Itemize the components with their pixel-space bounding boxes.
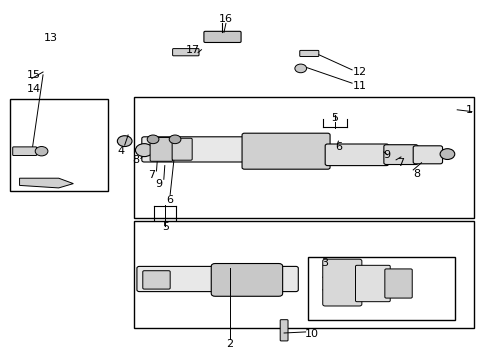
Text: 3: 3 bbox=[321, 258, 328, 268]
Text: 6: 6 bbox=[166, 195, 173, 205]
Text: 10: 10 bbox=[305, 329, 318, 339]
FancyBboxPatch shape bbox=[142, 271, 170, 289]
FancyBboxPatch shape bbox=[172, 49, 199, 56]
FancyBboxPatch shape bbox=[137, 266, 298, 292]
Text: 12: 12 bbox=[352, 67, 366, 77]
FancyBboxPatch shape bbox=[203, 31, 241, 42]
FancyBboxPatch shape bbox=[299, 50, 318, 57]
FancyBboxPatch shape bbox=[355, 265, 389, 302]
FancyBboxPatch shape bbox=[172, 138, 192, 160]
FancyBboxPatch shape bbox=[211, 264, 282, 296]
Text: 9: 9 bbox=[383, 150, 390, 160]
Text: 14: 14 bbox=[27, 84, 41, 94]
Circle shape bbox=[35, 147, 48, 156]
Bar bbox=[10, 99, 107, 191]
Text: 8: 8 bbox=[132, 155, 139, 165]
FancyBboxPatch shape bbox=[322, 259, 361, 306]
Circle shape bbox=[147, 135, 159, 144]
Text: 11: 11 bbox=[352, 81, 366, 91]
Text: 7: 7 bbox=[397, 158, 404, 168]
Circle shape bbox=[117, 136, 132, 147]
FancyBboxPatch shape bbox=[242, 133, 329, 169]
FancyBboxPatch shape bbox=[325, 144, 388, 166]
FancyBboxPatch shape bbox=[280, 320, 287, 341]
Text: 13: 13 bbox=[43, 33, 57, 43]
Bar bbox=[134, 97, 473, 218]
Text: 5: 5 bbox=[162, 222, 168, 232]
FancyBboxPatch shape bbox=[384, 269, 411, 298]
Text: 6: 6 bbox=[334, 142, 341, 152]
Circle shape bbox=[169, 135, 181, 144]
FancyBboxPatch shape bbox=[412, 146, 442, 164]
Text: 7: 7 bbox=[148, 170, 155, 180]
FancyBboxPatch shape bbox=[383, 145, 417, 165]
Bar bbox=[307, 257, 454, 320]
FancyBboxPatch shape bbox=[142, 137, 254, 162]
FancyBboxPatch shape bbox=[13, 147, 37, 156]
Text: 5: 5 bbox=[331, 113, 338, 123]
Text: 1: 1 bbox=[465, 105, 472, 115]
Text: 17: 17 bbox=[186, 45, 200, 55]
Bar bbox=[134, 221, 473, 328]
Circle shape bbox=[294, 64, 306, 73]
Text: 8: 8 bbox=[412, 168, 419, 179]
FancyBboxPatch shape bbox=[150, 138, 172, 161]
Circle shape bbox=[135, 144, 153, 157]
Text: 15: 15 bbox=[27, 70, 41, 80]
Circle shape bbox=[439, 149, 454, 159]
Polygon shape bbox=[20, 178, 73, 188]
Text: 4: 4 bbox=[118, 146, 124, 156]
Text: 16: 16 bbox=[219, 14, 232, 24]
Text: 2: 2 bbox=[226, 339, 233, 349]
Text: 9: 9 bbox=[155, 179, 162, 189]
